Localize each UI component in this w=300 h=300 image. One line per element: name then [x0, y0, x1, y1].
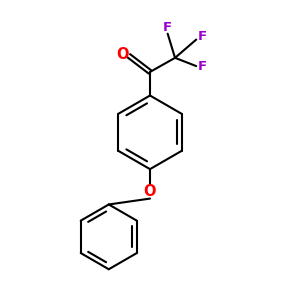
Text: O: O: [116, 47, 129, 62]
Text: F: F: [198, 60, 207, 73]
Text: O: O: [144, 184, 156, 199]
Text: F: F: [163, 21, 172, 34]
Text: F: F: [198, 30, 207, 43]
